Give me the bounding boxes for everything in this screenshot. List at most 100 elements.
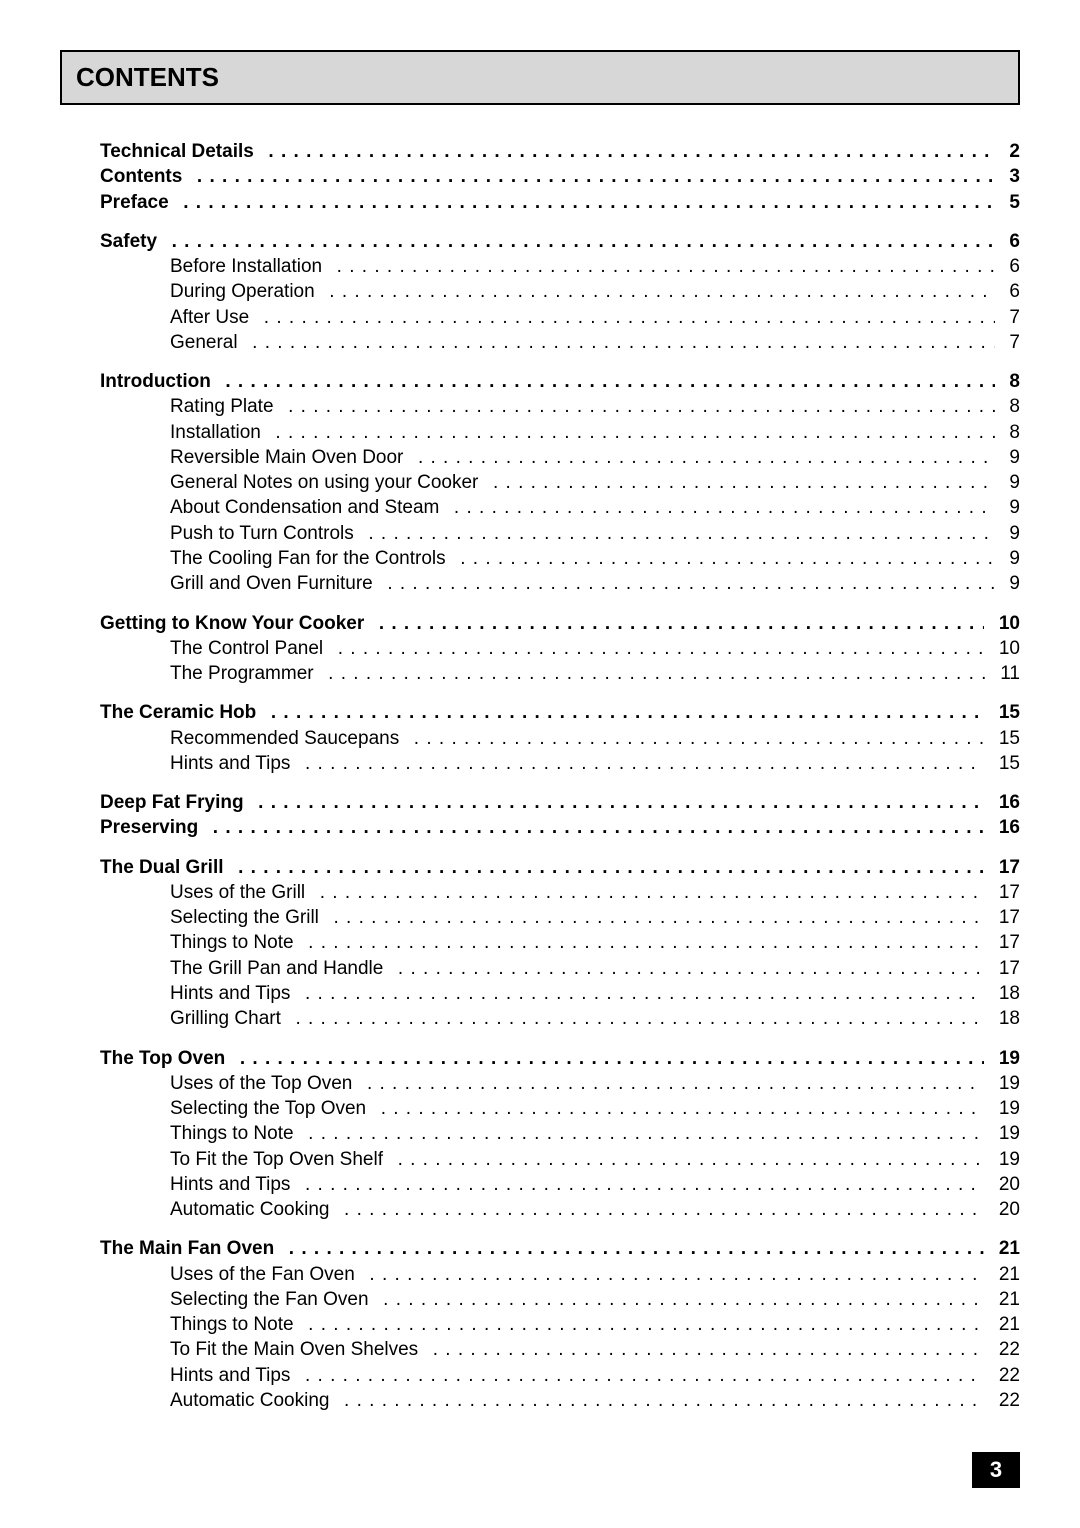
group-separator xyxy=(60,355,1020,369)
toc-row: Selecting the Top Oven 19 xyxy=(60,1096,1020,1121)
toc-leader xyxy=(275,420,994,445)
toc-entry-page: 9 xyxy=(1009,445,1020,470)
toc-row: General Notes on using your Cooker 9 xyxy=(60,470,1020,495)
toc-entry-label: Installation xyxy=(170,420,261,445)
toc-leader xyxy=(398,1147,985,1172)
toc-entry-page: 15 xyxy=(999,700,1020,725)
toc-container: Technical Details 2Contents 3Preface 5Sa… xyxy=(60,139,1020,1413)
toc-entry-label: Preface xyxy=(100,190,169,215)
toc-entry-label: Things to Note xyxy=(170,930,294,955)
toc-entry-page: 17 xyxy=(999,880,1020,905)
toc-entry-label: Uses of the Fan Oven xyxy=(170,1262,355,1287)
toc-leader xyxy=(328,661,986,686)
toc-leader xyxy=(268,139,994,164)
toc-leader xyxy=(308,1121,984,1146)
toc-entry-page: 9 xyxy=(1009,470,1020,495)
toc-entry-label: Preserving xyxy=(100,815,198,840)
page-title: CONTENTS xyxy=(76,62,1004,93)
toc-entry-page: 19 xyxy=(999,1071,1020,1096)
toc-entry-page: 18 xyxy=(999,981,1020,1006)
toc-entry-label: The Main Fan Oven xyxy=(100,1236,274,1261)
toc-row: Hints and Tips 18 xyxy=(60,981,1020,1006)
toc-leader xyxy=(381,1096,985,1121)
toc-entry-page: 6 xyxy=(1009,229,1020,254)
toc-entry-page: 8 xyxy=(1009,369,1020,394)
toc-leader xyxy=(338,636,985,661)
header-box: CONTENTS xyxy=(60,50,1020,105)
group-separator xyxy=(60,776,1020,790)
toc-row: Push to Turn Controls 9 xyxy=(60,521,1020,546)
toc-entry-label: Introduction xyxy=(100,369,211,394)
toc-row: Things to Note 19 xyxy=(60,1121,1020,1146)
toc-row: The Cooling Fan for the Controls 9 xyxy=(60,546,1020,571)
toc-entry-page: 20 xyxy=(999,1172,1020,1197)
toc-entry-page: 22 xyxy=(999,1337,1020,1362)
toc-leader xyxy=(418,445,995,470)
toc-entry-label: The Top Oven xyxy=(100,1046,225,1071)
group-separator xyxy=(60,215,1020,229)
toc-leader xyxy=(337,254,995,279)
toc-leader xyxy=(258,790,984,815)
toc-row: Grilling Chart 18 xyxy=(60,1006,1020,1031)
toc-row: Reversible Main Oven Door 9 xyxy=(60,445,1020,470)
toc-entry-page: 8 xyxy=(1009,394,1020,419)
toc-entry-page: 16 xyxy=(999,790,1020,815)
toc-entry-label: The Grill Pan and Handle xyxy=(170,956,383,981)
toc-entry-label: Deep Fat Frying xyxy=(100,790,244,815)
toc-entry-page: 11 xyxy=(1000,661,1020,686)
toc-leader xyxy=(172,229,995,254)
toc-row: About Condensation and Steam 9 xyxy=(60,495,1020,520)
toc-row: Deep Fat Frying 16 xyxy=(60,790,1020,815)
toc-leader xyxy=(460,546,995,571)
toc-entry-page: 19 xyxy=(999,1046,1020,1071)
toc-entry-label: Rating Plate xyxy=(170,394,274,419)
toc-entry-label: To Fit the Top Oven Shelf xyxy=(170,1147,383,1172)
toc-row: Automatic Cooking 22 xyxy=(60,1388,1020,1413)
toc-entry-page: 22 xyxy=(999,1388,1020,1413)
toc-entry-page: 9 xyxy=(1009,571,1020,596)
toc-leader xyxy=(344,1197,984,1222)
toc-entry-label: Things to Note xyxy=(170,1121,294,1146)
toc-row: Getting to Know Your Cooker 10 xyxy=(60,611,1020,636)
toc-entry-label: The Cooling Fan for the Controls xyxy=(170,546,446,571)
toc-leader xyxy=(252,330,995,355)
toc-leader xyxy=(398,956,984,981)
toc-entry-label: General xyxy=(170,330,238,355)
toc-row: The Control Panel 10 xyxy=(60,636,1020,661)
toc-leader xyxy=(308,1312,984,1337)
toc-entry-label: Reversible Main Oven Door xyxy=(170,445,403,470)
toc-entry-label: Recommended Saucepans xyxy=(170,726,399,751)
toc-entry-label: General Notes on using your Cooker xyxy=(170,470,478,495)
toc-entry-page: 22 xyxy=(999,1363,1020,1388)
toc-row: The Grill Pan and Handle 17 xyxy=(60,956,1020,981)
toc-row: The Ceramic Hob 15 xyxy=(60,700,1020,725)
toc-entry-page: 19 xyxy=(999,1096,1020,1121)
toc-entry-label: Technical Details xyxy=(100,139,254,164)
toc-entry-page: 6 xyxy=(1009,254,1020,279)
toc-entry-label: Automatic Cooking xyxy=(170,1388,329,1413)
toc-leader xyxy=(367,1071,984,1096)
toc-row: General 7 xyxy=(60,330,1020,355)
toc-entry-label: Grilling Chart xyxy=(170,1006,281,1031)
toc-entry-label: About Condensation and Steam xyxy=(170,495,439,520)
toc-row: Selecting the Grill 17 xyxy=(60,905,1020,930)
toc-entry-label: Things to Note xyxy=(170,1312,294,1337)
toc-entry-page: 5 xyxy=(1009,190,1020,215)
toc-entry-label: To Fit the Main Oven Shelves xyxy=(170,1337,418,1362)
toc-entry-page: 7 xyxy=(1009,330,1020,355)
toc-leader xyxy=(344,1388,984,1413)
toc-leader xyxy=(369,1262,984,1287)
toc-entry-label: During Operation xyxy=(170,279,315,304)
toc-entry-page: 3 xyxy=(1009,164,1020,189)
toc-entry-page: 16 xyxy=(999,815,1020,840)
toc-row: Technical Details 2 xyxy=(60,139,1020,164)
toc-leader xyxy=(493,470,995,495)
toc-entry-label: Selecting the Fan Oven xyxy=(170,1287,369,1312)
toc-leader xyxy=(329,279,995,304)
toc-entry-label: Hints and Tips xyxy=(170,751,290,776)
toc-entry-label: The Control Panel xyxy=(170,636,323,661)
toc-row: During Operation 6 xyxy=(60,279,1020,304)
toc-row: After Use 7 xyxy=(60,305,1020,330)
toc-leader xyxy=(333,905,984,930)
group-separator xyxy=(60,597,1020,611)
